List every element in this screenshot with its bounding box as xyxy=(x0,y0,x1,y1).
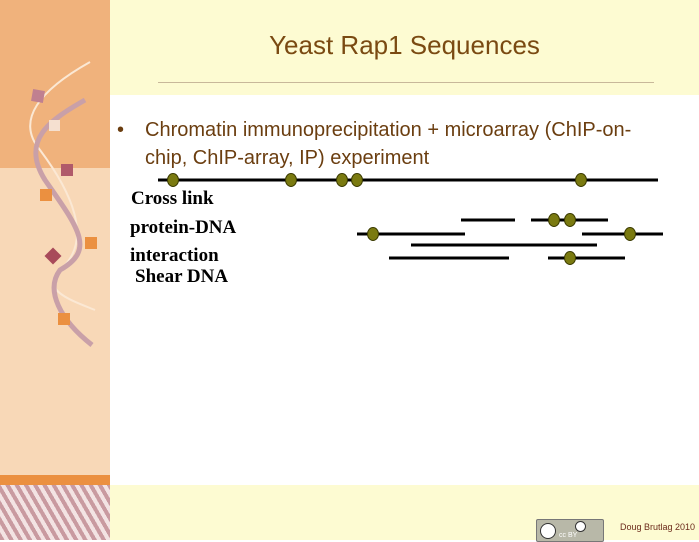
bullet-text: Chromatin immunoprecipitation + microarr… xyxy=(145,119,632,169)
creative-commons-icon xyxy=(540,523,556,539)
bound-protein-dot xyxy=(167,173,179,187)
bound-protein-dot xyxy=(575,173,587,187)
sidebar-decoration-middle xyxy=(0,168,110,475)
bullet-marker: • xyxy=(117,119,125,141)
bound-protein-dot xyxy=(548,213,560,227)
creative-commons-badge: cc BY xyxy=(536,519,604,542)
dna-fragment-diagram xyxy=(158,173,663,265)
sidebar-accent-strip xyxy=(0,475,110,485)
bound-protein-dot xyxy=(624,227,636,241)
slide-title: Yeast Rap1 Sequences xyxy=(269,30,540,60)
title-band xyxy=(110,0,699,95)
bound-protein-dot xyxy=(336,173,348,187)
sidebar-pattern xyxy=(0,485,110,540)
dna-helix-decoration xyxy=(29,61,97,347)
bound-protein-dot xyxy=(367,227,379,241)
bound-protein-dot xyxy=(564,213,576,227)
label-shear-dna: Shear DNA xyxy=(135,266,229,287)
title-divider xyxy=(158,82,654,83)
license-badge-label: cc BY xyxy=(559,532,578,539)
bound-protein-dot xyxy=(285,173,297,187)
label-interaction: interaction xyxy=(130,245,219,266)
attribution-icon xyxy=(575,521,586,532)
label-cross-link: Cross link xyxy=(131,188,214,209)
author-credit: Doug Brutlag 2010 xyxy=(620,522,696,532)
sidebar-decoration-top xyxy=(0,0,110,168)
bound-protein-dot xyxy=(351,173,363,187)
footer-band xyxy=(110,485,699,540)
bound-protein-dot xyxy=(564,251,576,265)
label-protein-dna: protein-DNA xyxy=(130,217,237,238)
